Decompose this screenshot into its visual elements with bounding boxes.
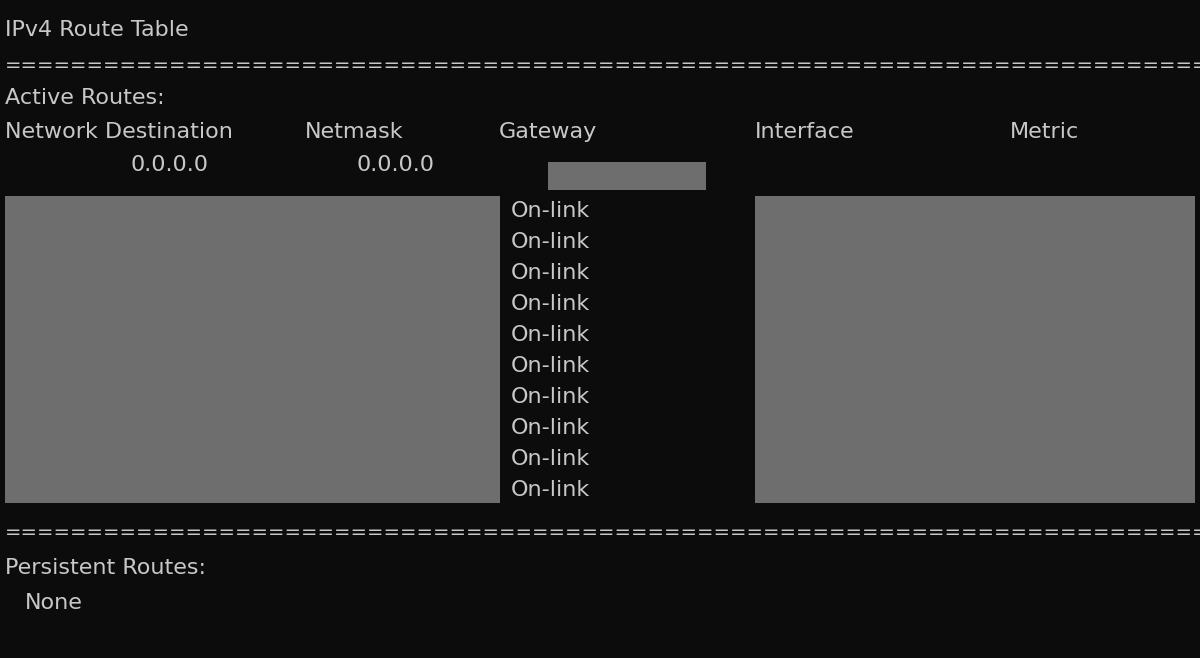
Text: 0.0.0.0: 0.0.0.0 (131, 155, 209, 175)
Text: On-link: On-link (510, 480, 589, 500)
Text: On-link: On-link (510, 201, 589, 221)
Bar (548, 162, 706, 190)
Text: On-link: On-link (510, 356, 589, 376)
Text: On-link: On-link (510, 263, 589, 283)
Text: On-link: On-link (510, 387, 589, 407)
Text: Interface: Interface (755, 122, 854, 142)
Text: Active Routes:: Active Routes: (5, 88, 164, 108)
Text: On-link: On-link (510, 418, 589, 438)
Text: On-link: On-link (510, 294, 589, 314)
Text: IPv4 Route Table: IPv4 Route Table (5, 20, 188, 40)
Text: Persistent Routes:: Persistent Routes: (5, 558, 206, 578)
Text: On-link: On-link (510, 449, 589, 469)
Text: On-link: On-link (510, 325, 589, 345)
Text: Metric: Metric (1010, 122, 1079, 142)
Text: Gateway: Gateway (499, 122, 598, 142)
Text: None: None (25, 593, 83, 613)
Text: ===========================================================================: ========================================… (5, 523, 1200, 542)
Text: Netmask: Netmask (305, 122, 403, 142)
Bar (755, 196, 1195, 503)
Text: 0.0.0.0: 0.0.0.0 (356, 155, 434, 175)
Text: On-link: On-link (510, 232, 589, 252)
Text: Network Destination: Network Destination (5, 122, 233, 142)
Bar (5, 196, 500, 503)
Text: ===========================================================================: ========================================… (5, 56, 1200, 75)
